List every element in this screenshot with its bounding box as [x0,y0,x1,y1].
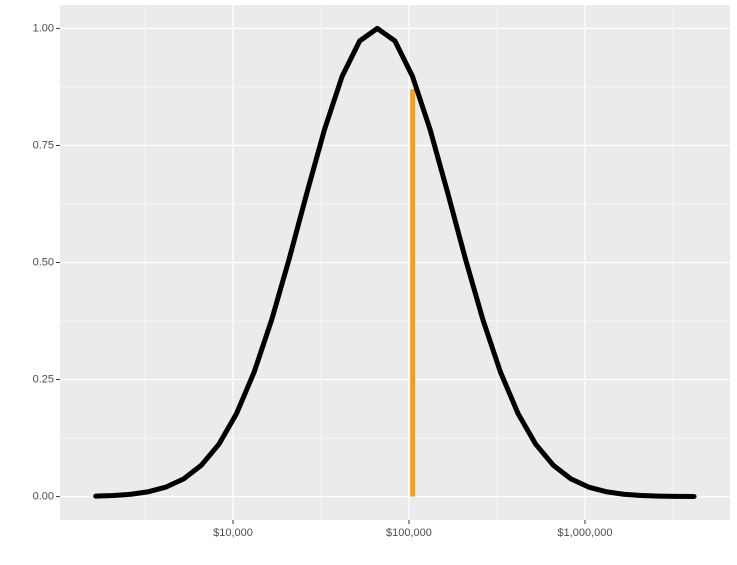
y-tick-label: 0.75 [33,139,54,151]
y-tick-label: 0.00 [33,490,54,502]
y-tick-label: 0.50 [33,256,54,268]
x-tick-label: $10,000 [213,527,253,539]
y-tick-label: 0.25 [33,373,54,385]
x-tick-label: $1,000,000 [557,527,612,539]
x-tick-label: $100,000 [386,527,432,539]
y-tick-label: 1.00 [33,22,54,34]
line [93,25,697,499]
